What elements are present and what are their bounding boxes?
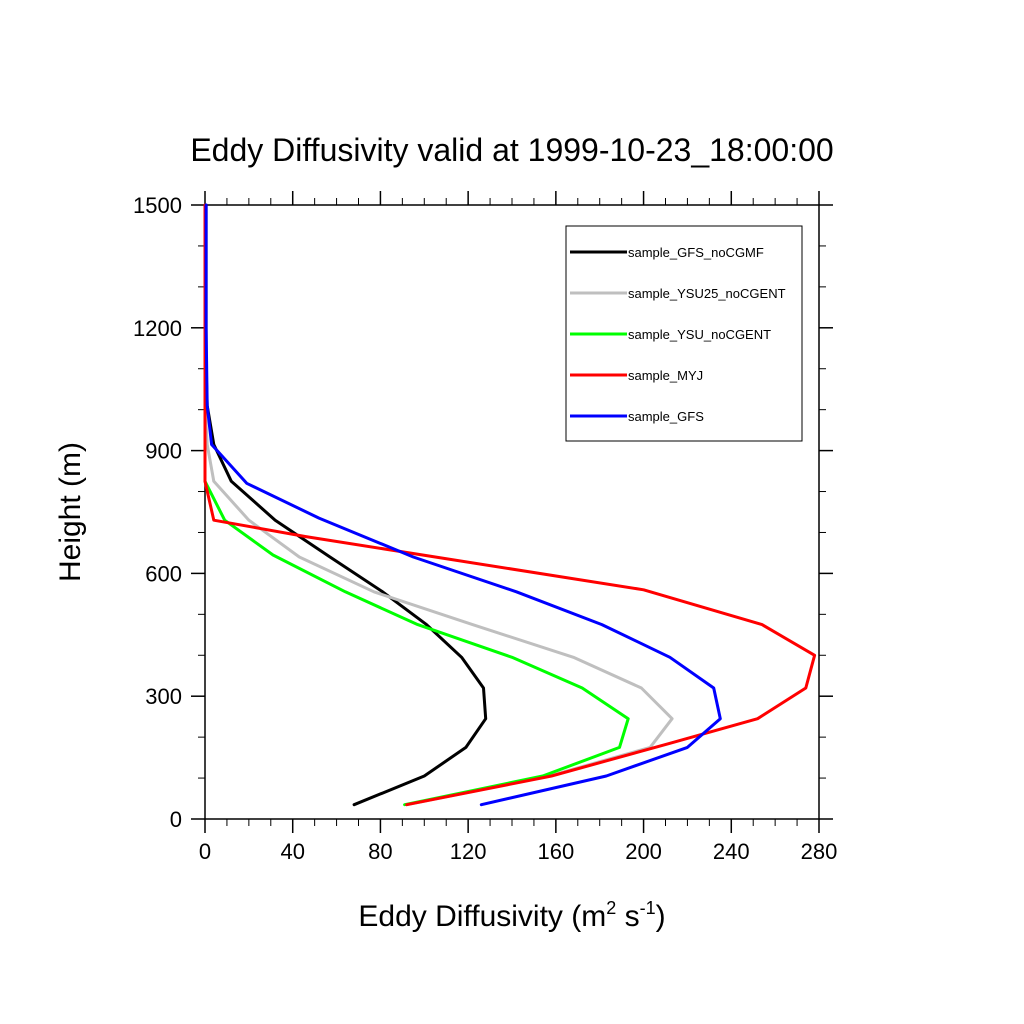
legend-label-sample-myj: sample_MYJ [628, 368, 703, 383]
series-lines [203, 203, 817, 807]
y-tick-label: 900 [145, 439, 182, 464]
y-tick-label: 300 [145, 684, 182, 709]
y-tick-labels: 0 300 600 900 1200 1500 [133, 193, 182, 832]
x-tick-label: 40 [280, 839, 304, 864]
legend-label-sample-ysu-nocgent: sample_YSU_noCGENT [628, 327, 771, 342]
x-axis-label: Eddy Diffusivity (m2 s-1) [358, 898, 665, 933]
x-tick-label: 160 [537, 839, 574, 864]
y-tick-label: 0 [170, 807, 182, 832]
series-line-sample-gfs [204, 203, 722, 807]
chart-title: Eddy Diffusivity valid at 1999-10-23_18:… [190, 132, 833, 168]
x-axis-label-sup1: 2 [606, 898, 616, 918]
major-ticks [191, 191, 833, 833]
plot-area [191, 191, 833, 833]
x-tick-label: 80 [368, 839, 392, 864]
x-axis-label-end: ) [656, 900, 666, 933]
x-tick-label: 0 [199, 839, 211, 864]
legend: sample_GFS_noCGMF sample_YSU25_noCGENTsam… [565, 225, 803, 442]
x-tick-label: 120 [450, 839, 487, 864]
x-axis-label-base: Eddy Diffusivity (m [358, 900, 606, 933]
y-axis-label: Height (m) [54, 442, 87, 582]
x-tick-labels: 0 40 80 120 160 200 240 280 [199, 839, 837, 864]
x-axis-label-sup2: -1 [640, 898, 656, 918]
y-tick-label: 1200 [133, 316, 182, 341]
series-line-sample-gfs-nocgmf [204, 203, 488, 807]
x-axis-label-mid: s [616, 900, 639, 933]
legend-label-sample-gfs-nocgmf: sample_GFS_noCGMF [628, 245, 764, 260]
legend-label-sample-ysu25-nocgent: sample_YSU25_noCGENT [628, 286, 786, 301]
x-tick-label: 280 [801, 839, 838, 864]
y-tick-label: 1500 [133, 193, 182, 218]
y-tick-label: 600 [145, 561, 182, 586]
legend-label-sample-gfs: sample_GFS [628, 409, 704, 424]
series-line-sample-myj [203, 203, 817, 807]
x-tick-label: 240 [713, 839, 750, 864]
x-tick-label: 200 [625, 839, 662, 864]
series-line-sample-ysu-nocgent [203, 203, 630, 807]
minor-ticks [198, 198, 826, 826]
